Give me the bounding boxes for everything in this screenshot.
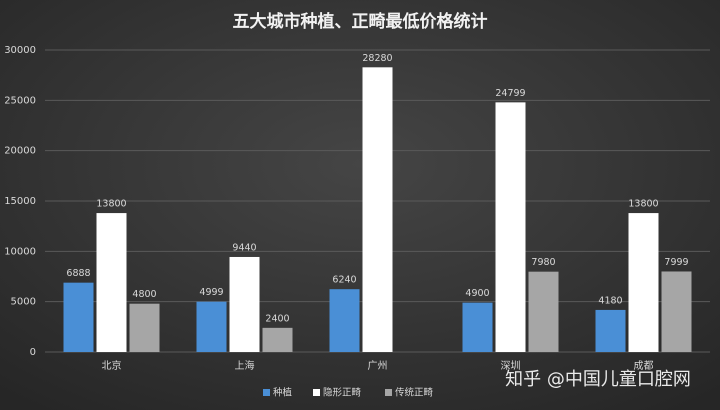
bar	[595, 309, 626, 352]
y-tick-label: 30000	[4, 45, 36, 56]
value-label: 2400	[265, 313, 289, 324]
x-tick-label: 北京	[102, 359, 122, 372]
value-label: 13800	[628, 199, 658, 210]
bar	[362, 67, 393, 352]
value-label: 7999	[664, 257, 688, 268]
bar	[129, 303, 160, 352]
value-label: 7980	[531, 257, 555, 268]
value-label: 6240	[332, 275, 356, 286]
x-tick-label: 成都	[634, 360, 654, 372]
legend-label: 传统正畸	[395, 387, 434, 399]
bar	[628, 213, 659, 352]
y-tick-label: 0	[30, 347, 36, 358]
value-label: 6888	[66, 268, 90, 279]
value-label: 9440	[232, 242, 256, 253]
value-label: 24799	[495, 88, 525, 99]
bar	[262, 327, 293, 352]
bar	[63, 282, 94, 352]
legend-swatch	[263, 389, 270, 396]
watermark: 知乎 @中国儿童口腔网	[505, 369, 691, 390]
bar	[495, 102, 526, 352]
y-tick-label: 15000	[4, 196, 36, 207]
bar	[528, 271, 559, 352]
value-label: 4800	[132, 289, 156, 300]
value-label: 4900	[465, 288, 489, 299]
value-label: 4999	[199, 287, 223, 298]
y-tick-label: 20000	[4, 146, 36, 157]
value-label: 13800	[96, 199, 126, 210]
bar	[96, 213, 127, 352]
legend-label: 隐形正畸	[323, 387, 362, 399]
bar	[229, 256, 260, 352]
bar	[196, 301, 227, 352]
x-tick-label: 广州	[368, 360, 388, 372]
value-label: 28280	[362, 53, 392, 64]
chart-title: 五大城市种植、正畸最低价格统计	[233, 11, 488, 32]
bar	[462, 302, 493, 352]
legend-swatch	[313, 389, 320, 396]
x-tick-label: 深圳	[501, 360, 521, 372]
x-tick-label: 上海	[235, 359, 255, 372]
y-tick-label: 10000	[4, 246, 36, 257]
y-tick-label: 5000	[11, 297, 36, 308]
bar	[661, 271, 692, 352]
y-tick-label: 25000	[4, 95, 36, 106]
value-label: 4180	[598, 295, 622, 306]
bar	[329, 289, 360, 352]
legend-swatch	[385, 389, 392, 396]
legend-label: 种植	[273, 387, 293, 399]
